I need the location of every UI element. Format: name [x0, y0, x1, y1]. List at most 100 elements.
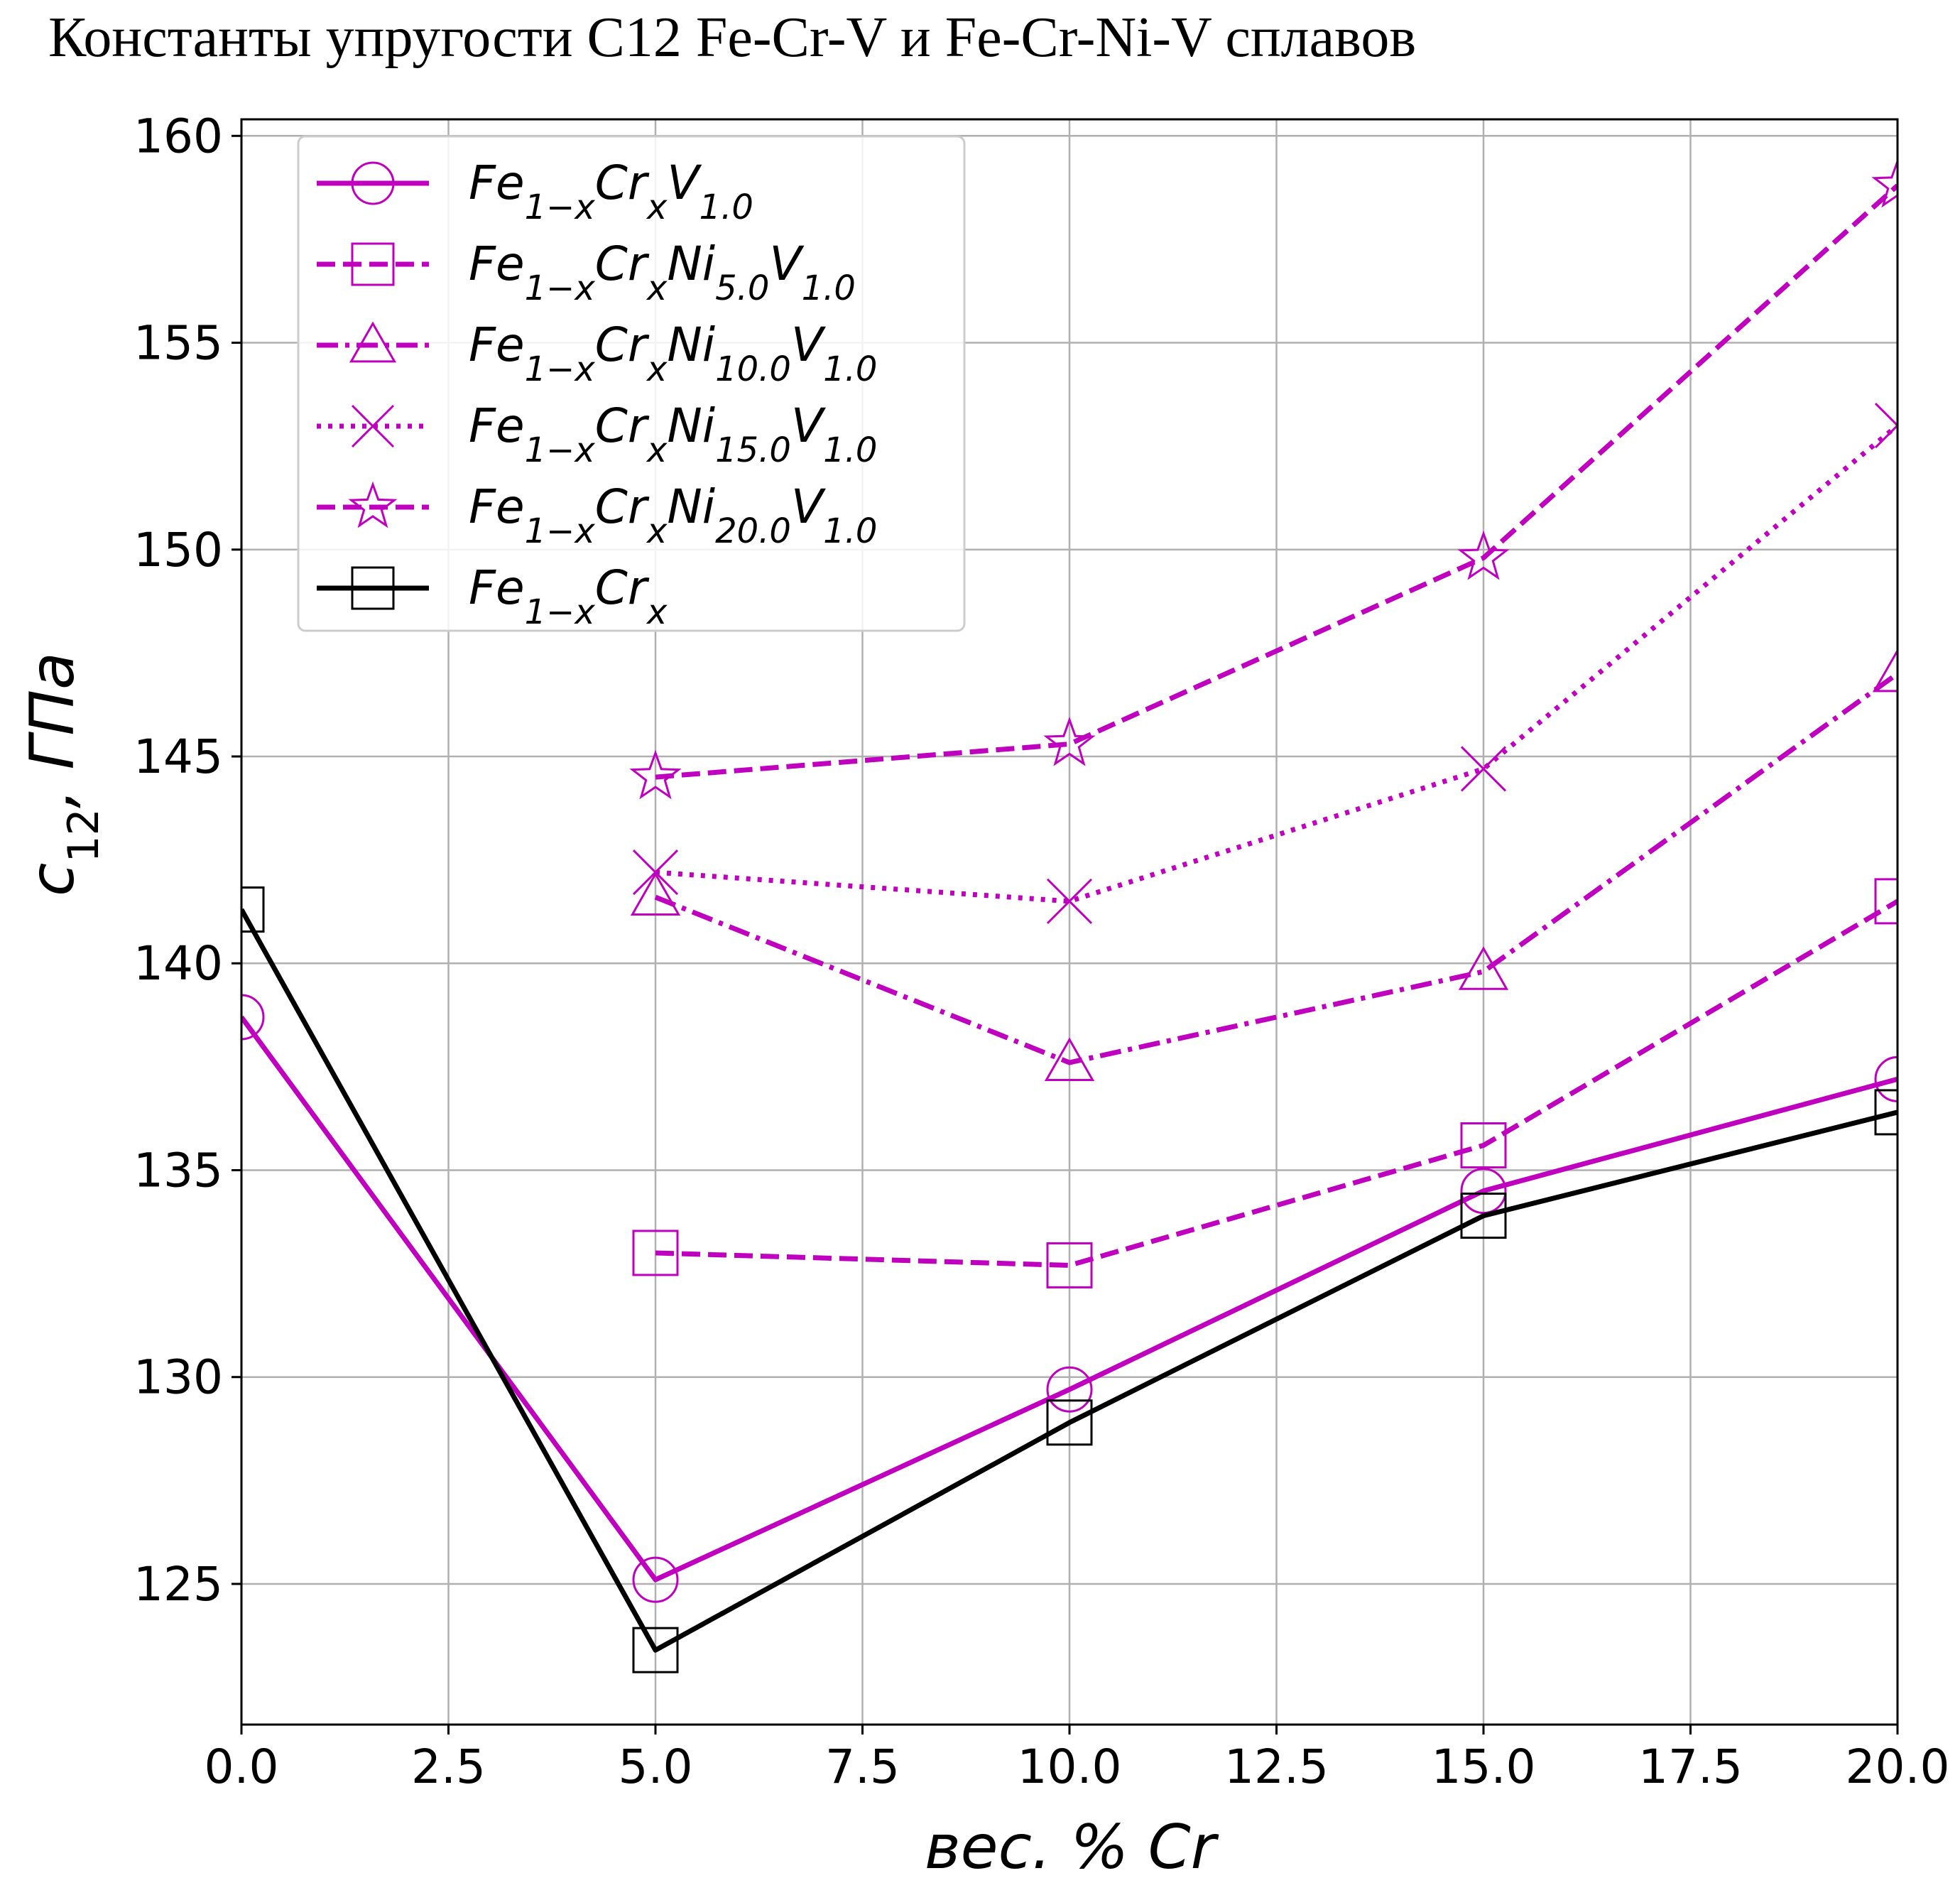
legend-subscript: x — [646, 511, 668, 551]
data-point-circle — [1046, 1366, 1093, 1413]
legend-text-part: Fe — [469, 398, 525, 453]
data-point-star — [1457, 530, 1510, 580]
data-point-square — [1874, 878, 1898, 925]
legend-text-part: Fe — [469, 156, 525, 210]
x-marker-stroke — [1460, 746, 1507, 792]
x-tick-label: 20.0 — [1846, 1739, 1950, 1794]
data-point-circle — [632, 1556, 679, 1603]
legend-subscript: x — [646, 188, 668, 227]
series-line — [241, 908, 1898, 1653]
data-point-triangle — [1044, 1037, 1095, 1081]
data-point-circle — [1874, 1055, 1898, 1102]
x-tick-label: 5.0 — [619, 1739, 693, 1794]
x-marker-stroke — [351, 404, 395, 448]
legend-text-part: Cr — [595, 237, 650, 291]
legend-label: Fe1−xCrxNi10.0V1.0 — [469, 317, 877, 389]
data-point-star — [629, 749, 682, 800]
legend-text-part: Ni — [667, 237, 715, 291]
data-point-star — [1871, 158, 1898, 208]
legend-subscript: 20.0 — [715, 511, 791, 551]
legend-subscript: 1.0 — [823, 349, 877, 389]
y-tick-label: 145 — [134, 729, 223, 784]
legend-subscript: 10.0 — [715, 349, 791, 389]
legend-subscript: 1−x — [525, 511, 596, 551]
series-line — [654, 671, 1898, 1065]
x-tick-label: 15.0 — [1432, 1739, 1536, 1794]
data-point-square — [632, 1627, 679, 1673]
y-axis-label: c12, ГПа — [17, 652, 109, 896]
x-tick-label: 12.5 — [1224, 1739, 1329, 1794]
legend-entry-4: Fe1−xCrxNi15.0V1.0 — [317, 398, 877, 470]
data-point-x — [1460, 746, 1507, 792]
legend-text-part: Fe — [469, 479, 525, 534]
y-label-base: c — [17, 863, 88, 896]
data-point-square — [632, 1230, 679, 1276]
legend-marker-circle — [351, 161, 395, 205]
legend-marker-triangle — [349, 321, 397, 363]
legend-entry-1: Fe1−xCrxV1.0 — [317, 156, 753, 227]
legend: Fe1−xCrxV1.0Fe1−xCrxNi5.0V1.0Fe1−xCrxNi1… — [297, 135, 966, 632]
legend-text-part: Fe — [469, 560, 525, 615]
legend-subscript: 1.0 — [823, 430, 877, 470]
axis-ticks: 0.0 2.5 5.0 7.5 10.0 12.5 15.0 17.5 20.0 125 130 13… — [134, 109, 1949, 1794]
data-point-triangle — [1458, 946, 1509, 990]
data-point-square — [241, 886, 265, 933]
y-tick-label: 130 — [134, 1350, 223, 1405]
legend-text-part: V — [791, 317, 826, 372]
legend-subscript: 1.0 — [802, 268, 856, 308]
legend-text-part: Cr — [595, 479, 650, 534]
data-point-square — [1046, 1242, 1093, 1288]
legend-subscript: 1−x — [525, 188, 596, 227]
x-marker-stroke — [1874, 402, 1898, 428]
x-tick-label: 2.5 — [411, 1739, 486, 1794]
x-tick-label: 0.0 — [205, 1739, 279, 1794]
series-3 — [630, 648, 1898, 1081]
data-point-triangle — [1872, 648, 1898, 693]
legend-label: Fe1−xCrxNi5.0V1.0 — [469, 237, 856, 308]
legend-text-part: V — [791, 479, 826, 534]
legend-text-part: Ni — [667, 317, 715, 372]
data-point-circle — [1460, 1168, 1507, 1215]
legend-text-part: V — [791, 398, 826, 453]
legend-subscript: x — [646, 430, 668, 470]
x-tick-label: 7.5 — [825, 1739, 900, 1794]
legend-box — [297, 135, 966, 632]
series-line — [655, 899, 1898, 1268]
legend-text-part: V — [769, 237, 804, 291]
legend-subscript: 1−x — [525, 349, 596, 389]
data-point-square — [1874, 1089, 1898, 1136]
legend-label: Fe1−xCrxV1.0 — [469, 156, 753, 227]
legend-subscript: x — [646, 592, 668, 632]
legend-text-part: V — [667, 156, 702, 210]
legend-label: Fe1−xCrx — [469, 560, 668, 632]
legend-marker-x — [351, 404, 395, 448]
legend-marker-square — [351, 242, 395, 286]
data-point-circle — [241, 994, 265, 1041]
legend-subscript: 5.0 — [715, 268, 769, 308]
legend-entry-6: Fe1−xCrx — [317, 560, 668, 632]
legend-subscript: x — [646, 268, 668, 308]
x-axis-label: вес. % Cr — [925, 1812, 1219, 1878]
chart-title: Константы упругости С12 Fe-Cr-V и Fe-Cr-… — [48, 6, 1417, 69]
legend-text-part: Fe — [469, 317, 525, 372]
y-tick-label: 155 — [134, 316, 223, 371]
y-axis-label-group: c12, ГПа — [17, 652, 109, 896]
series-4 — [632, 402, 1898, 924]
legend-entry-5: Fe1−xCrxNi20.0V1.0 — [317, 479, 877, 551]
y-tick-label: 140 — [134, 936, 223, 991]
y-label-sub: 12 — [59, 808, 109, 862]
legend-label: Fe1−xCrxNi15.0V1.0 — [469, 398, 877, 470]
series-line — [241, 1015, 1898, 1583]
data-point-x — [1874, 402, 1898, 449]
legend-text-part: Fe — [469, 237, 525, 291]
data-point-square — [1046, 1399, 1093, 1446]
data-point-triangle — [630, 872, 681, 916]
x-tick-label: 10.0 — [1018, 1739, 1122, 1794]
data-point-star — [1043, 716, 1096, 766]
legend-marker-square — [351, 566, 395, 610]
legend-text-part: Cr — [595, 398, 650, 453]
legend-entry-3: Fe1−xCrxNi10.0V1.0 — [317, 317, 877, 389]
x-tick-label: 17.5 — [1638, 1739, 1743, 1794]
legend-text-part: Ni — [667, 398, 715, 453]
